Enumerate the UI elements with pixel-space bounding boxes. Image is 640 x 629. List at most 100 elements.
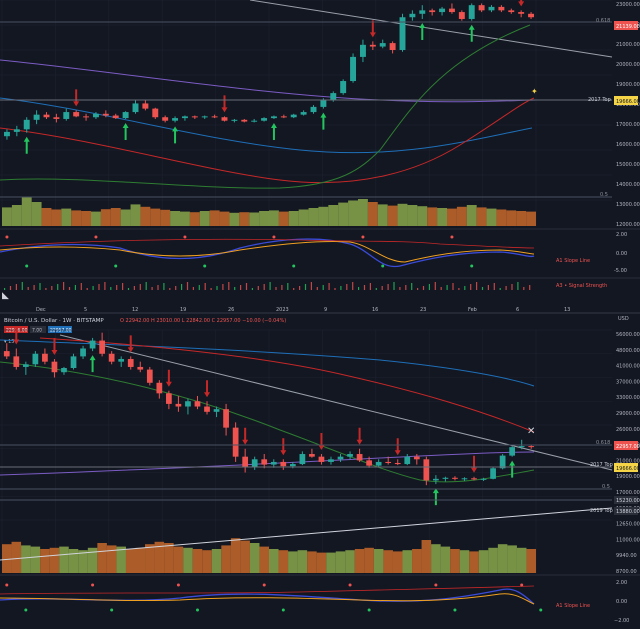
osc-dot-bottom [281,608,285,612]
signal-tick [122,283,124,290]
candle-body [191,116,198,118]
sell-arrow [165,369,172,387]
signal-tick [57,284,59,290]
time-axis-label: Dec [36,307,46,313]
signal-tick [340,286,342,290]
volume-bar [278,211,289,226]
candle-body [385,461,392,463]
candle-body [221,117,228,121]
candle-body [112,115,119,119]
candle-body [328,459,334,462]
bottom-ma-purple [0,451,535,476]
osc-dot-top [262,583,266,587]
osc-dot-top [361,235,365,239]
legend-row[interactable]: ▾ 15 [4,339,14,345]
volume-bar [496,209,507,226]
signal-tick [198,285,200,290]
volume-bar [402,550,413,573]
price-axis-label: 8700.00 [616,569,637,575]
candle-body [337,456,344,460]
bottom-level2-tag-text: 15230.00 [616,498,640,504]
volume-bar [71,210,82,226]
candle-body [3,351,10,357]
sparkle-icon[interactable]: ✦ [531,87,538,96]
signal-tick [481,287,484,290]
candle-body [340,81,347,94]
symbol-title[interactable]: Bitcoin / U.S. Dollar · 1W · BITSTAMP [4,318,104,324]
candle-body [389,43,396,50]
signal-tick [434,282,436,290]
time-axis-label: 12 [132,307,138,313]
currency-label: USD [618,316,629,322]
signal-tick [145,282,147,290]
volume-bar [373,549,384,573]
volume-bar [239,212,250,226]
volume-bar [298,209,309,226]
candle-body [53,117,60,119]
volume-bar [120,209,131,226]
candle-body [509,447,516,456]
top-osc-signal [0,240,535,263]
signal-tick [358,287,360,290]
volume-bar [97,543,107,573]
volume-bar [49,547,60,573]
volume-bar [183,547,193,573]
top-current-price-tag [614,21,638,30]
volume-bar [249,212,260,226]
signal-tick [39,283,41,290]
volume-bar [81,211,91,226]
candle-body [89,340,96,349]
top-candles [3,3,535,140]
time-axis: Dec 5 12 19 26 2023 9 16 23 Feb 6 13 [36,307,570,313]
signal-tick [157,285,159,290]
bottom-current-price-tag [614,441,638,450]
osc-dot-bottom [470,264,474,268]
top-osc-axis-2: -5.00 [614,268,627,274]
sell-arrow [127,335,134,353]
signal-tick [15,284,17,290]
time-axis-label: 5 [84,307,87,313]
price-axis-label: 37000.00 [616,379,640,385]
candle-body [330,93,337,100]
volume-bar [180,211,190,226]
signal-tick [33,285,35,290]
volume-bar [154,541,165,573]
osc-dot-top [183,235,187,239]
price-axis-label: 33000.00 [616,395,640,401]
top-moving-averages [0,0,613,189]
buy-arrow [419,22,426,40]
candle-body [83,116,90,118]
buy-arrow [432,488,439,506]
signal-tick [505,286,507,290]
signal-tick [228,282,230,290]
volume-bar [116,546,126,573]
candle-body [132,103,139,113]
volume-bar [526,549,536,573]
signal-tick [251,288,253,290]
candle-body [73,112,80,117]
price-axis-label: 14000.00 [616,182,640,188]
chip-spread[interactable] [30,326,46,333]
volume-bar [259,546,269,573]
crosshair-close-icon[interactable]: ✕ [527,426,535,437]
sell-arrow [204,380,211,398]
price-axis-label: 23000.00 [616,2,640,8]
volume-bar [437,208,447,226]
signal-tick [411,283,413,290]
volume-bar [387,205,398,226]
candle-body [528,446,535,448]
candle-body [118,359,125,362]
osc-dot-bottom [195,608,199,612]
candle-body [261,459,268,465]
candle-body [404,456,411,465]
signal-tick [304,284,307,290]
candle-body [442,477,449,479]
volume-bar [21,545,31,573]
candle-body [223,409,229,428]
buy-arrow [122,122,129,140]
signal-tick [181,284,183,290]
signal-tick [381,286,383,290]
chip-buy[interactable] [48,326,72,333]
candle-body [461,478,468,480]
